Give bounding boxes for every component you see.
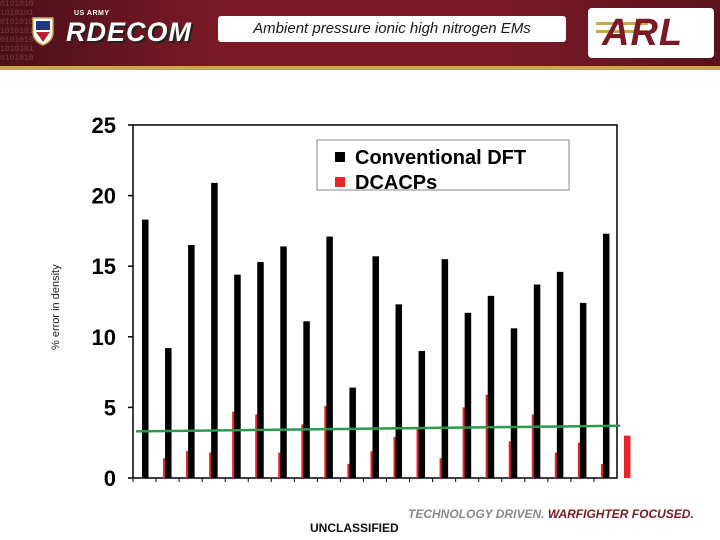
bar-conventional-dft xyxy=(257,261,264,478)
classification-label: UNCLASSIFIED xyxy=(310,521,399,535)
bar-conventional-dft xyxy=(372,256,379,478)
tagline-part-1: TECHNOLOGY DRIVEN. xyxy=(408,507,545,521)
arl-logo-stripe xyxy=(596,30,648,33)
bar-conventional-dft xyxy=(487,295,495,478)
y-tick-label: 0 xyxy=(104,466,116,491)
legend-box xyxy=(316,139,570,191)
footer-tagline: TECHNOLOGY DRIVEN. WARFIGHTER FOCUSED. xyxy=(408,507,694,521)
legend-label: Conventional DFT xyxy=(355,147,526,169)
bar-conventional-dft xyxy=(280,246,287,478)
legend-swatch xyxy=(335,152,345,162)
y-tick-label: 10 xyxy=(92,325,116,350)
bar-conventional-dft xyxy=(165,348,172,478)
bar-conventional-dft xyxy=(556,271,564,478)
logo-us-army-text: US ARMY xyxy=(74,10,110,17)
bar-conventional-dft xyxy=(510,328,518,478)
bar-conventional-dft xyxy=(188,245,195,478)
legend-swatch xyxy=(335,177,345,187)
trend-line xyxy=(135,424,621,433)
army-shield-icon xyxy=(32,17,54,46)
header-bar: 0101010 1010101 0101010 1010101 0101010 … xyxy=(0,0,720,70)
arl-logo-text: ARL xyxy=(602,12,684,54)
bar-conventional-dft xyxy=(142,219,149,478)
bar-conventional-dft xyxy=(602,233,610,478)
bar-conventional-dft xyxy=(234,274,241,478)
rdecom-logo: US ARMY RDECOM xyxy=(66,10,192,47)
bar-conventional-dft xyxy=(395,304,403,478)
bar-conventional-dft xyxy=(533,284,541,478)
bar-conventional-dft xyxy=(211,182,218,478)
bar-conventional-dft xyxy=(303,321,310,478)
bar-conventional-dft xyxy=(326,236,333,478)
slide-title: Ambient pressure ionic high nitrogen EMs xyxy=(218,16,566,42)
binary-pattern-decoration: 0101010 1010101 0101010 1010101 0101010 … xyxy=(0,0,34,63)
bar-conventional-dft xyxy=(441,259,449,478)
bar-dcacps xyxy=(623,435,631,478)
bar-conventional-dft xyxy=(464,312,472,478)
y-tick-label: 15 xyxy=(92,254,116,279)
y-tick-label: 25 xyxy=(92,113,116,138)
bar-conventional-dft xyxy=(418,350,426,478)
tagline-part-2: WARFIGHTER FOCUSED. xyxy=(547,507,694,521)
arl-logo-stripe xyxy=(596,22,648,25)
y-tick-label: 20 xyxy=(92,184,116,209)
bar-chart: 0 5 10 15 20 25 Conventional DFT DCACPs xyxy=(92,113,631,491)
logo-rdecom-text: RDECOM xyxy=(66,17,192,47)
y-tick-label: 5 xyxy=(104,395,116,420)
bar-conventional-dft xyxy=(579,302,587,478)
arl-logo: ARL xyxy=(588,8,714,58)
legend-label: DCACPs xyxy=(355,172,437,194)
bar-conventional-dft xyxy=(349,387,356,478)
